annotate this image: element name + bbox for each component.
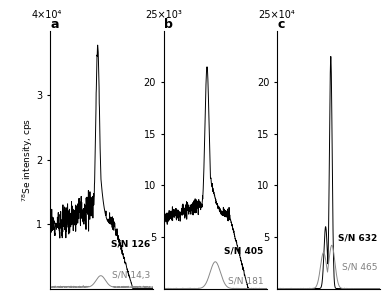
Text: 4×10⁴: 4×10⁴ [32, 10, 62, 20]
Text: S/N 405: S/N 405 [224, 247, 264, 256]
Text: 25×10⁴: 25×10⁴ [259, 10, 295, 20]
Text: S/N 181: S/N 181 [228, 276, 264, 286]
Text: S/N 465: S/N 465 [342, 262, 377, 271]
Text: b: b [164, 18, 173, 31]
Text: S/N 14,3: S/N 14,3 [112, 271, 150, 280]
Y-axis label: $^{78}$Se intensity, cps: $^{78}$Se intensity, cps [20, 118, 35, 202]
Text: S/N 632: S/N 632 [338, 234, 377, 243]
Text: S/N 126: S/N 126 [111, 239, 150, 248]
Text: c: c [277, 18, 284, 31]
Text: a: a [50, 18, 59, 31]
Text: 25×10³: 25×10³ [145, 10, 182, 20]
